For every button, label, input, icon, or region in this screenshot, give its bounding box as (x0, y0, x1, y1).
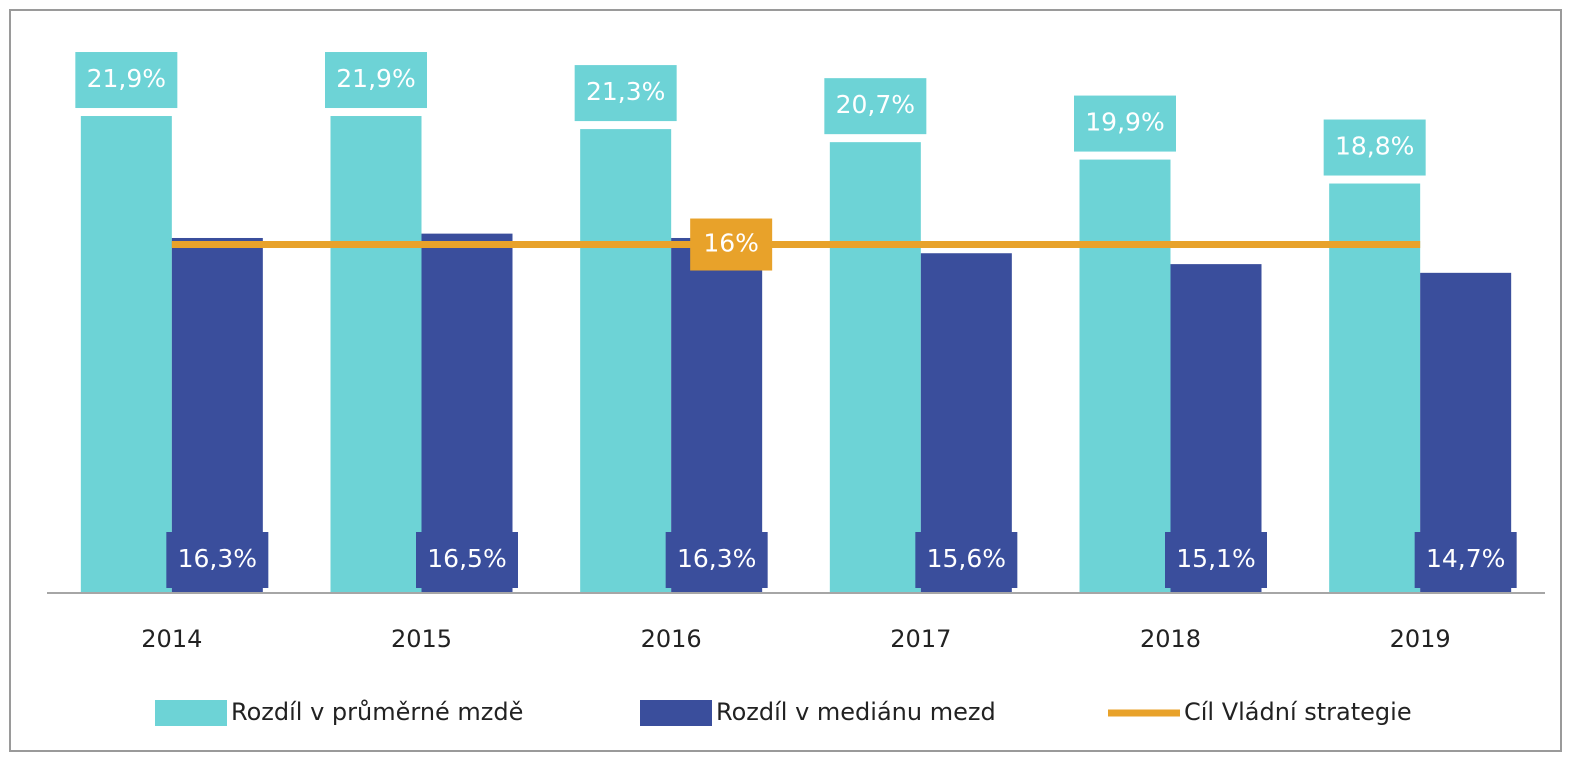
data-label-box (1323, 119, 1426, 176)
data-label: 18,8% (1335, 132, 1414, 161)
data-label: 16,3% (677, 544, 756, 573)
data-label: 14,7% (1426, 544, 1505, 573)
data-label: 20,7% (836, 90, 915, 119)
data-label: 16,5% (427, 544, 506, 573)
data-label-box (166, 532, 269, 588)
x-tick-label: 2015 (391, 625, 452, 653)
chart-frame (9, 9, 1562, 752)
x-tick-label: 2018 (1140, 625, 1201, 653)
data-label: 16,3% (178, 544, 257, 573)
bar (1079, 159, 1171, 593)
legend-label: Cíl Vládní strategie (1184, 698, 1412, 726)
legend-swatch (155, 700, 227, 726)
data-label: 15,1% (1176, 544, 1255, 573)
data-label-box (1074, 95, 1176, 152)
x-tick-label: 2019 (1390, 625, 1451, 653)
data-label: 21,3% (586, 77, 665, 106)
bar (829, 142, 921, 594)
legend-label: Rozdíl v mediánu mezd (716, 698, 996, 726)
data-label-box (416, 532, 518, 588)
data-label-box (75, 52, 178, 109)
data-label-box (690, 218, 773, 271)
data-label: 19,9% (1085, 108, 1164, 137)
data-label: 21,9% (87, 64, 166, 93)
bar (580, 129, 672, 593)
x-tick-label: 2014 (141, 625, 202, 653)
data-label-box (915, 532, 1018, 588)
data-label-box (824, 78, 927, 135)
data-label-box (1165, 532, 1267, 588)
data-label-box (1414, 532, 1517, 588)
x-tick-label: 2016 (641, 625, 702, 653)
legend-swatch (640, 700, 712, 726)
bar (330, 116, 422, 593)
bar (1329, 183, 1421, 593)
data-label-box (325, 52, 427, 109)
data-label-box (574, 65, 677, 122)
data-label: 15,6% (927, 544, 1006, 573)
data-label: 16% (703, 229, 759, 258)
bar (80, 116, 172, 593)
legend-label: Rozdíl v průměrné mzdě (231, 698, 523, 726)
data-label: 21,9% (336, 64, 415, 93)
data-label-box (665, 532, 768, 588)
x-tick-label: 2017 (890, 625, 951, 653)
